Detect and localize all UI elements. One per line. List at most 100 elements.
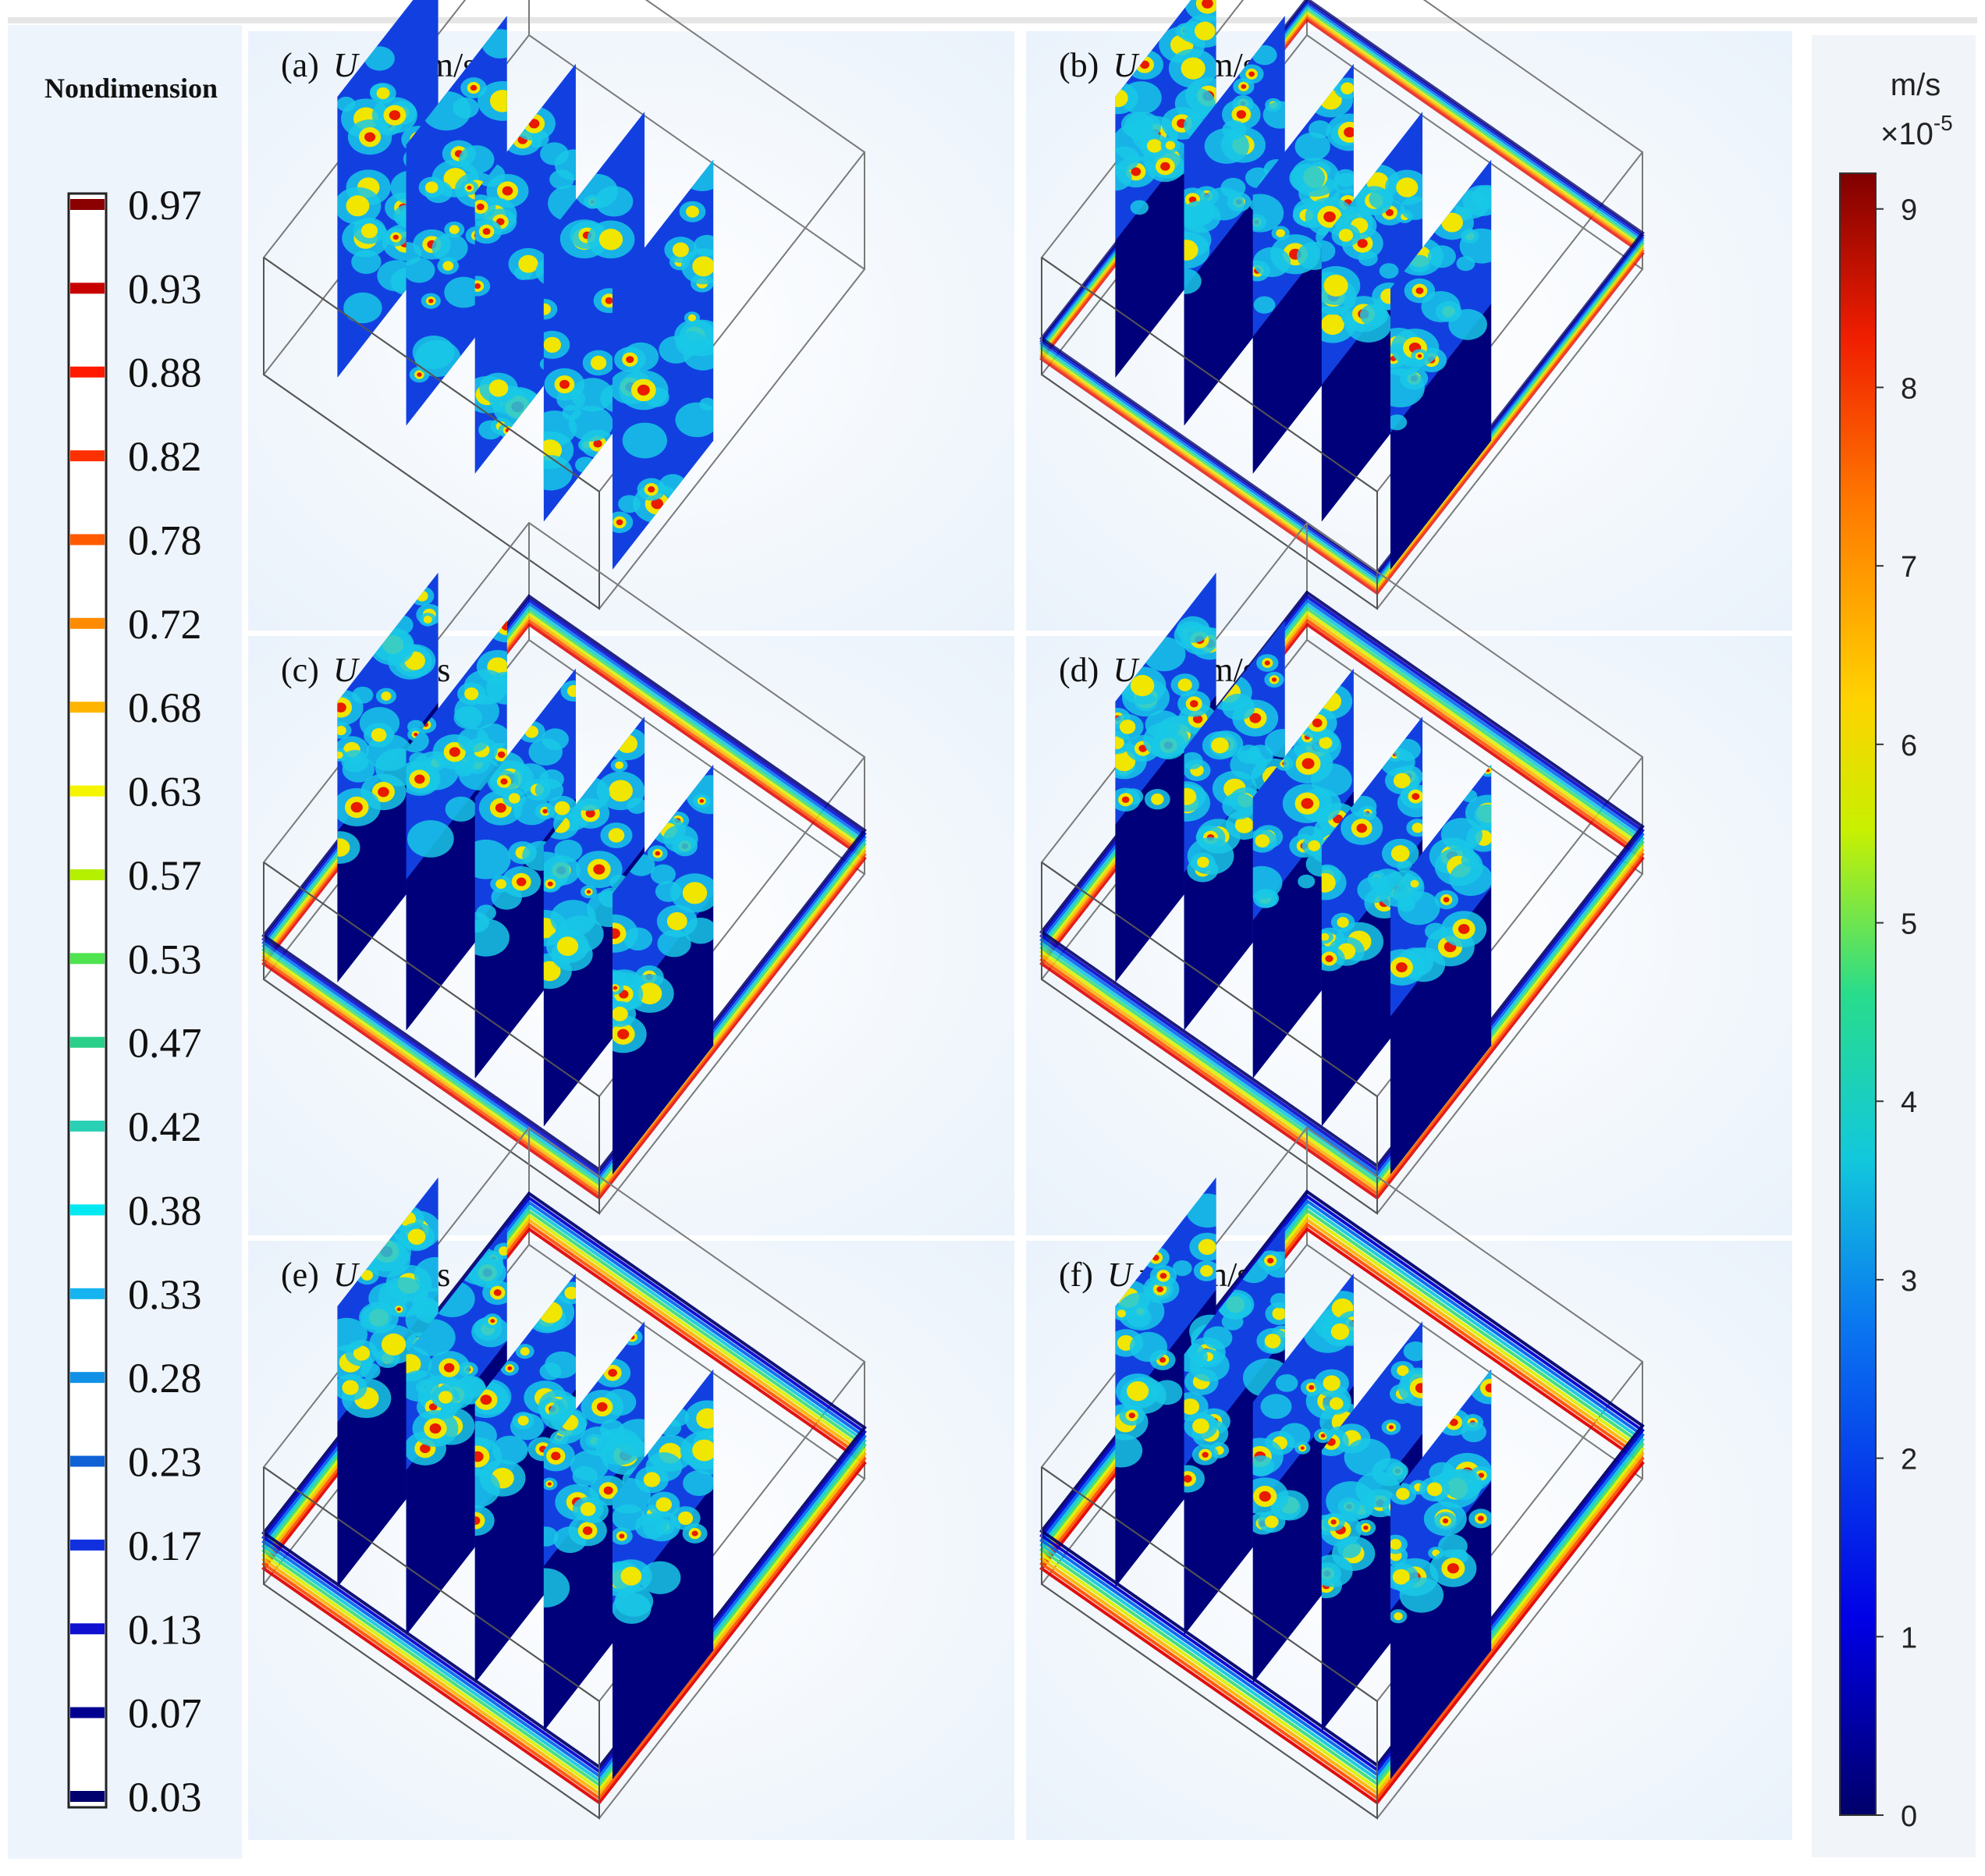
slice-hotspot-cyan xyxy=(543,1526,559,1547)
slice-hotspot-cyan xyxy=(1126,1307,1152,1327)
panel-letter: (d) xyxy=(1059,651,1099,689)
slice-hotspot-yellow xyxy=(360,1270,374,1281)
slice-hotspot-red xyxy=(1300,1446,1305,1450)
legend-level-label: 0.57 xyxy=(128,852,202,899)
slice-hotspot-yellow xyxy=(1390,1539,1402,1550)
slice-hotspot-red xyxy=(1131,167,1142,176)
slice-hotspot-yellow xyxy=(1337,917,1349,928)
slice-hotspot-yellow xyxy=(692,256,714,277)
slice-hotspot-yellow xyxy=(1393,773,1411,789)
slice-hotspot-yellow xyxy=(666,911,687,931)
slice-hotspot-yellow xyxy=(424,181,439,194)
slice-hotspot-yellow xyxy=(1119,719,1136,734)
slice-hotspot-cyan xyxy=(683,338,714,371)
slice-hotspot-yellow xyxy=(1272,1307,1285,1320)
slice-hotspot-cyan xyxy=(543,455,573,491)
slice-hotspot-yellow xyxy=(1184,240,1198,261)
slice-hotspot-red xyxy=(551,1451,561,1461)
slice-hotspot-red xyxy=(603,1486,613,1495)
slice-hotspot-yellow xyxy=(1329,1397,1344,1410)
slice-hotspots xyxy=(1390,1371,1492,1779)
legend-color-line xyxy=(70,1623,105,1635)
slice-hotspot-yellow xyxy=(566,684,576,698)
legend-color-line xyxy=(70,1539,105,1551)
slice-hotspot-cyan xyxy=(1408,254,1431,273)
legend-level-label: 0.63 xyxy=(128,769,202,815)
slice-hotspot-cyan xyxy=(1115,165,1132,191)
slice-hotspot-cyan xyxy=(1130,200,1149,215)
panel-grid: (a)Uf=0.1m/s(b)Uf=0.5m/s(c)Uf=1m/s(d)Uf=… xyxy=(248,0,1792,1840)
slice-hotspot-yellow xyxy=(442,261,454,271)
slice-hotspot-yellow xyxy=(1194,21,1216,41)
flow-contour-line xyxy=(1039,1189,1645,1768)
slice-hotspot-red xyxy=(493,1289,502,1296)
slice-hotspot-yellow xyxy=(499,1246,507,1256)
slice-hotspot-cyan xyxy=(343,292,382,324)
slice-hotspot-red xyxy=(428,1403,438,1411)
slice-hotspot-cyan xyxy=(1337,1539,1362,1558)
slice-hotspot-cyan xyxy=(360,1305,392,1331)
slice-hotspot-cyan xyxy=(1425,922,1447,940)
slice-hotspot-red xyxy=(1202,1451,1209,1458)
right-colorbar-background xyxy=(1812,35,1976,1857)
slice-hotspot-red xyxy=(593,864,605,875)
slice-hotspot-red xyxy=(467,185,472,190)
slice-hotspot-red xyxy=(490,1319,495,1324)
box-front-edges xyxy=(263,862,600,1215)
legend-color-line xyxy=(70,953,105,965)
slice-hotspot-cyan xyxy=(360,1363,381,1379)
slice-hotspot-red xyxy=(613,928,620,940)
slice-hotspot-cyan xyxy=(1294,132,1330,161)
slice-hotspot-cyan xyxy=(1275,1373,1298,1392)
slice-hotspot-yellow xyxy=(1264,1334,1281,1348)
slice-hotspot-yellow xyxy=(1165,140,1176,150)
slice-hotspot-yellow xyxy=(407,1228,426,1245)
slice-hotspot-cyan xyxy=(1459,228,1492,264)
slice-hotspot-cyan xyxy=(642,1511,680,1542)
slice-hotspot-cyan xyxy=(534,778,564,801)
slice-hotspot-red xyxy=(350,801,363,813)
slice-hotspot-cyan xyxy=(1400,196,1423,220)
legend-level-label: 0.42 xyxy=(128,1103,202,1150)
slice-hotspot-yellow xyxy=(580,1502,596,1516)
colorbar-tick-label: 0 xyxy=(1901,1800,1917,1833)
slice-hotspot-cyan xyxy=(485,671,507,705)
slice-hotspot-cyan xyxy=(549,169,574,190)
slice-hotspot-cyan xyxy=(1456,256,1475,272)
slice-hotspot-yellow xyxy=(677,1511,694,1526)
slice-hotspot-cyan xyxy=(405,1301,439,1339)
slice-hotspot-yellow xyxy=(1396,1487,1410,1501)
box-front-edges xyxy=(263,257,600,610)
slice-hotspot-cyan xyxy=(452,1377,487,1405)
slice-hotspot-yellow xyxy=(381,1333,407,1355)
box-front-face xyxy=(1041,1466,1378,1820)
slice-hotspot-red xyxy=(1325,955,1333,962)
slice-hotspot-cyan xyxy=(474,839,511,879)
slice-hotspot-cyan xyxy=(1252,44,1277,66)
slice-hotspot-cyan xyxy=(1265,729,1285,758)
slice-hotspot-red xyxy=(1236,110,1247,119)
slice-hotspot-yellow xyxy=(613,1006,628,1021)
slice-hotspot-red xyxy=(593,439,602,448)
slice-hotspot-red xyxy=(1267,1257,1274,1264)
slice-hotspot-red xyxy=(547,1482,552,1486)
slice-hotspots xyxy=(1184,44,1285,426)
slice-hotspot-cyan xyxy=(1289,163,1326,193)
slice-hotspot-yellow xyxy=(1127,1380,1149,1402)
slice-hotspot-red xyxy=(420,1444,431,1454)
slice-hotspot-cyan xyxy=(1427,245,1456,268)
slice-hotspot-yellow xyxy=(438,1391,453,1404)
slice-hotspot-red xyxy=(1192,715,1203,723)
slice-hotspot-yellow xyxy=(346,195,370,217)
legend-level-label: 0.33 xyxy=(128,1271,202,1318)
slice-hotspot-cyan xyxy=(431,233,468,263)
slice-hotspot-red xyxy=(619,1533,625,1539)
slice-hotspot-red xyxy=(1357,239,1368,248)
slice-hotspot-yellow xyxy=(1396,177,1419,197)
slice-hotspot-red xyxy=(417,372,422,377)
slice-hotspot-cyan xyxy=(622,422,667,459)
slice-hotspot-yellow xyxy=(1198,1238,1216,1256)
slice-hotspot-cyan xyxy=(1461,1422,1486,1443)
slice-hotspot-red xyxy=(1159,1273,1167,1279)
